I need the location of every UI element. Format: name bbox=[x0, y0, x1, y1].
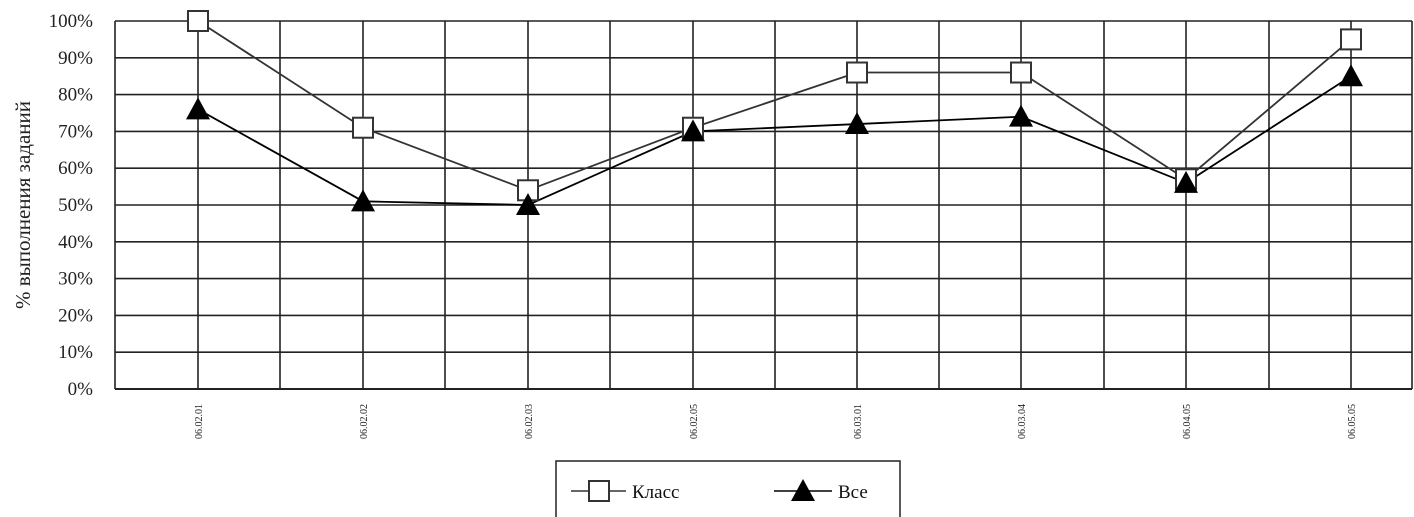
point-vse bbox=[845, 112, 869, 135]
legend-marker-vse bbox=[791, 479, 815, 501]
series bbox=[186, 10, 1363, 215]
x-tick-label: 06.02.02 bbox=[359, 404, 370, 439]
point-klass bbox=[1340, 28, 1362, 51]
y-tick-label: 90% bbox=[58, 48, 93, 69]
x-tick-label: 06.02.03 bbox=[524, 404, 535, 439]
point-vse bbox=[516, 193, 540, 215]
x-tick-label: 06.02.05 bbox=[689, 404, 700, 439]
point-klass bbox=[187, 10, 209, 32]
point-vse bbox=[681, 119, 705, 142]
point-vse bbox=[351, 189, 375, 212]
series-line-klass bbox=[197, 20, 1352, 192]
y-axis-label: % выполнения заданий bbox=[11, 101, 35, 309]
y-tick-label: 60% bbox=[58, 158, 93, 179]
y-tick-label: 80% bbox=[58, 85, 93, 106]
point-klass bbox=[1010, 61, 1032, 84]
y-tick-label: 30% bbox=[58, 269, 93, 290]
point-klass bbox=[352, 116, 374, 139]
legend-label-klass: Класс bbox=[632, 482, 679, 503]
point-vse bbox=[1339, 64, 1363, 87]
series-line-vse bbox=[197, 75, 1352, 206]
point-vse bbox=[1174, 170, 1198, 193]
point-klass bbox=[846, 61, 868, 84]
y-tick-label: 20% bbox=[58, 305, 93, 326]
legend: Класс Все bbox=[555, 460, 901, 517]
x-axis-ticks: 06.02.01 06.02.02 06.02.03 06.02.05 06.03.01… bbox=[194, 404, 1358, 439]
x-tick-label: 06.02.01 bbox=[194, 404, 205, 439]
x-tick-label: 06.03.01 bbox=[853, 404, 864, 439]
x-tick-label: 06.03.04 bbox=[1017, 404, 1028, 439]
x-tick-label: 06.04.05 bbox=[1182, 404, 1193, 439]
legend-box bbox=[555, 460, 901, 517]
y-tick-label: 100% bbox=[49, 11, 94, 32]
legend-label-vse: Все bbox=[838, 482, 868, 503]
y-tick-label: 50% bbox=[58, 195, 93, 216]
grid bbox=[114, 20, 1413, 390]
y-axis-ticks: 0% 10% 20% 30% 40% 50% 60% 70% 80% 90% 100% bbox=[49, 11, 94, 400]
y-tick-label: 0% bbox=[68, 379, 94, 400]
y-tick-label: 10% bbox=[58, 342, 93, 363]
legend-marker-klass bbox=[588, 480, 610, 502]
y-tick-label: 70% bbox=[58, 121, 93, 142]
y-tick-label: 40% bbox=[58, 232, 93, 253]
point-vse bbox=[186, 97, 210, 120]
x-tick-label: 06.05.05 bbox=[1347, 404, 1358, 439]
point-vse bbox=[1009, 104, 1033, 127]
